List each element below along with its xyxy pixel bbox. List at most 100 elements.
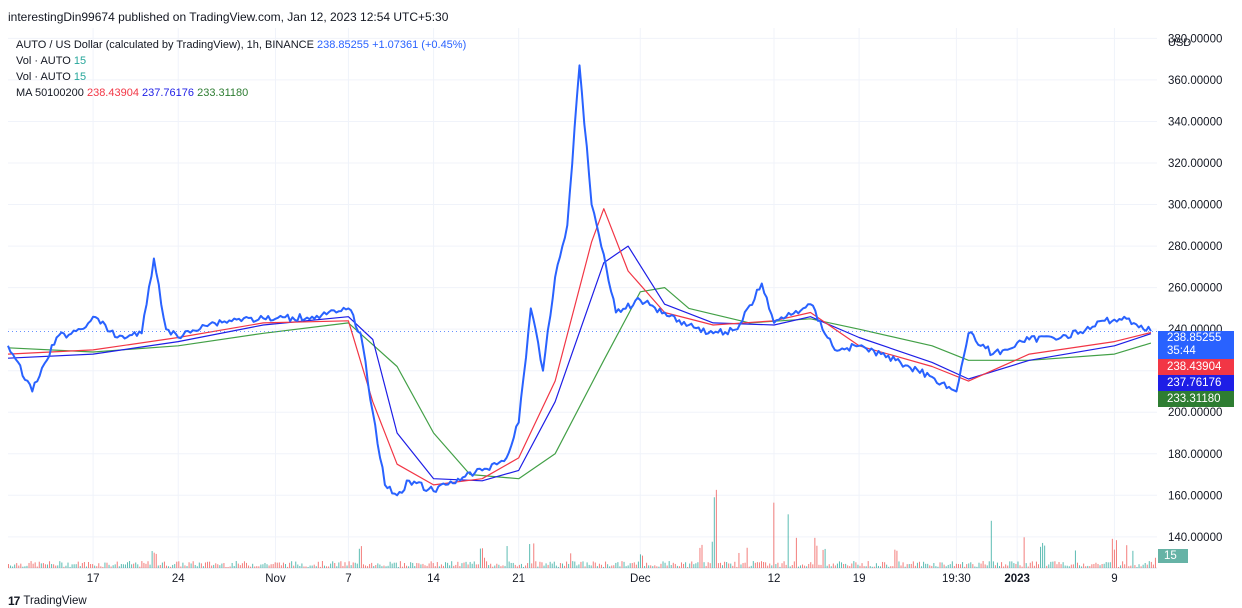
volume-bar <box>650 565 652 568</box>
volume-bar <box>1072 564 1074 568</box>
volume-bar <box>90 564 92 568</box>
volume-bar <box>28 562 30 568</box>
volume-bar <box>853 561 855 568</box>
volume-bar <box>256 566 258 568</box>
volume-bar <box>719 562 721 568</box>
volume-bar <box>438 566 440 568</box>
volume-bar <box>906 564 908 568</box>
volume-bar <box>350 565 352 568</box>
volume-bar <box>340 561 342 568</box>
volume-bar <box>137 564 139 568</box>
legend-ma-row[interactable]: MA 50100200 238.43904 237.76176 233.3118… <box>16 85 466 101</box>
volume-bar <box>157 565 159 568</box>
symbol-title[interactable]: AUTO / US Dollar (calculated by TradingV… <box>16 39 314 51</box>
volume-bar <box>715 489 717 568</box>
volume-bar <box>104 562 106 568</box>
volume-bar <box>100 566 102 568</box>
volume-bar <box>112 565 114 568</box>
volume-bar <box>744 562 746 568</box>
volume-bar <box>165 565 167 568</box>
volume-bar <box>619 566 621 568</box>
footer-brand[interactable]: 17 TradingView <box>8 594 87 608</box>
volume-bar <box>625 566 627 568</box>
volume-bar <box>1033 565 1035 568</box>
volume-bar <box>598 563 600 568</box>
legend-vol-row-1[interactable]: Vol · AUTO 15 <box>16 53 466 69</box>
volume-bar <box>925 563 927 568</box>
volume-bar <box>328 566 330 568</box>
volume-bar <box>584 566 586 568</box>
volume-bar <box>783 561 785 568</box>
volume-bar <box>547 564 549 568</box>
volume-bar <box>777 562 779 568</box>
volume-bar <box>436 562 438 568</box>
volume-bar <box>18 565 20 568</box>
volume-bar <box>531 563 533 568</box>
volume-bar <box>447 562 449 568</box>
volume-bar <box>986 565 988 568</box>
volume-bar <box>145 563 147 568</box>
volume-bar <box>1083 563 1085 568</box>
volume-bar <box>79 566 81 568</box>
legend-vol-row-2[interactable]: Vol · AUTO 15 <box>16 69 466 85</box>
volume-bar <box>955 563 957 568</box>
volume-bar <box>225 566 227 568</box>
volume-bar <box>488 565 490 568</box>
volume-bar <box>313 564 315 568</box>
volume-bar <box>98 563 100 568</box>
volume-bar <box>270 564 272 568</box>
volume-bar <box>1154 557 1156 568</box>
volume-bar <box>250 566 252 568</box>
volume-bar <box>816 545 818 568</box>
volume-bar <box>947 564 949 568</box>
volume-bar <box>168 566 170 568</box>
last-price-tag: 238.85255 35:44 <box>1158 331 1234 359</box>
volume-bar <box>73 564 75 568</box>
volume-bar <box>424 565 426 568</box>
chart-legend: AUTO / US Dollar (calculated by TradingV… <box>16 37 466 101</box>
volume-bar <box>1091 564 1093 568</box>
volume-bar <box>830 566 832 568</box>
price-tick-label: 200.00000 <box>1168 407 1222 419</box>
volume-bar <box>611 565 613 568</box>
volume-bar <box>683 563 685 568</box>
volume-bar <box>412 562 414 568</box>
volume-bar <box>449 565 451 568</box>
volume-bar <box>1107 562 1109 568</box>
volume-bar <box>1101 564 1103 568</box>
volume-bar <box>248 565 250 568</box>
volume-bar <box>161 562 163 568</box>
volume-bar <box>594 562 596 568</box>
volume-bar <box>455 564 457 568</box>
volume-bar <box>1031 561 1033 568</box>
volume-bar <box>219 565 221 568</box>
volume-bar <box>276 562 278 568</box>
price-chart[interactable]: 140.00000160.00000180.00000200.00000220.… <box>0 0 1242 594</box>
volume-bar <box>1076 562 1078 568</box>
volume-bar <box>576 565 578 568</box>
date-tick-label: 17 <box>87 573 100 585</box>
volume-bar <box>953 566 955 568</box>
volume-bar <box>1074 550 1076 568</box>
volume-bar <box>541 562 543 568</box>
volume-bar <box>471 563 473 568</box>
volume-bar <box>1021 566 1023 568</box>
volume-bar <box>362 564 364 568</box>
date-tick-label: 24 <box>172 573 185 585</box>
volume-bar <box>46 564 48 568</box>
volume-bar <box>114 564 116 568</box>
volume-bar <box>882 561 884 568</box>
volume-bar <box>12 566 14 568</box>
volume-bar <box>873 566 875 568</box>
volume-bar <box>674 563 676 568</box>
volume-bar <box>377 563 379 568</box>
volume-bar <box>648 565 650 568</box>
volume-bar <box>330 563 332 568</box>
volume-bar <box>518 564 520 568</box>
volume-bar <box>36 566 38 568</box>
volume-bar <box>982 561 984 568</box>
volume-bar <box>414 566 416 568</box>
volume-bar <box>42 563 44 568</box>
volume-bar <box>1062 562 1064 568</box>
volume-bar <box>939 562 941 568</box>
